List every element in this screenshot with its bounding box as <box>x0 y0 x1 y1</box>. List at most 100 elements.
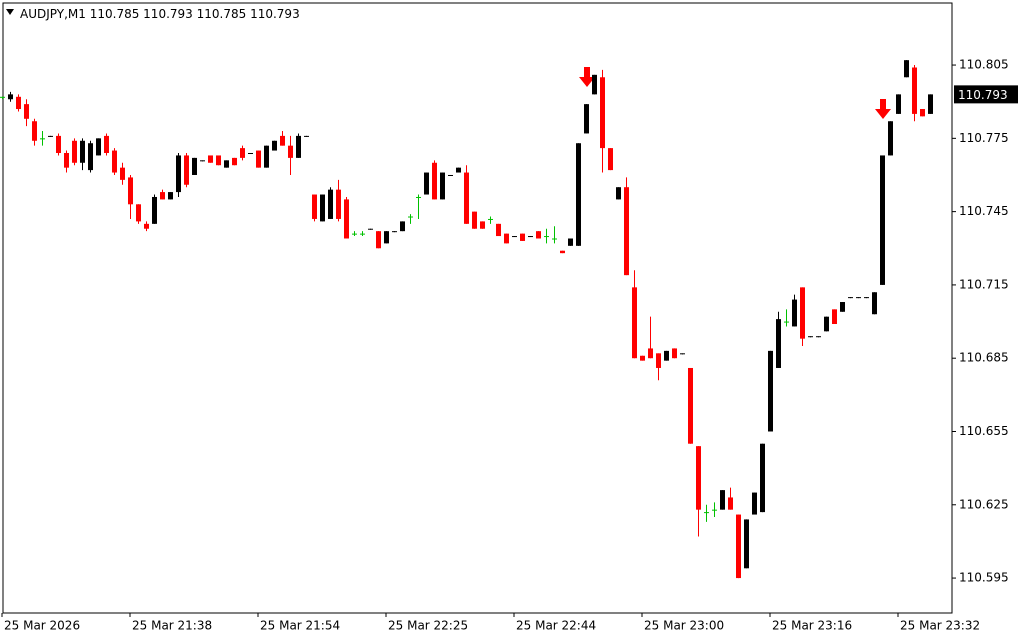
menu-triangle[interactable] <box>6 9 14 15</box>
header-open: 110.785 <box>90 7 140 21</box>
y-tick-label: 110.685 <box>959 351 1009 365</box>
candle-body <box>200 160 205 162</box>
candle-body <box>168 192 173 200</box>
candle-body <box>928 94 933 114</box>
candle-body <box>872 292 877 315</box>
candle-body <box>248 152 253 154</box>
candle-body <box>32 121 37 141</box>
candle-body <box>384 231 389 244</box>
candle-body <box>768 350 773 432</box>
candle-body <box>344 199 349 239</box>
x-tick-label: 25 Mar 2026 <box>4 619 80 633</box>
plot-frame <box>2 2 953 614</box>
candle-body <box>528 236 533 238</box>
candle-body <box>88 143 93 171</box>
candle-body <box>112 150 117 173</box>
candle-body <box>688 367 693 444</box>
candle-body <box>784 321 789 323</box>
x-tick-label: 25 Mar 23:16 <box>772 619 852 633</box>
candle-body <box>680 353 685 355</box>
candle-body <box>232 157 237 166</box>
candle-body <box>392 231 397 233</box>
candle-body <box>184 155 189 185</box>
candle-body <box>472 211 477 229</box>
candle-body <box>296 135 301 158</box>
candle-body <box>104 135 109 153</box>
candle-body <box>672 348 677 359</box>
candle-body <box>856 297 861 299</box>
candle-body <box>280 135 285 146</box>
candle-body <box>128 177 133 205</box>
candle-body <box>536 231 541 239</box>
candle-body <box>376 231 381 249</box>
candle-body <box>440 172 445 200</box>
candle-body <box>648 348 653 359</box>
candle-body <box>8 94 13 100</box>
candle-body <box>176 155 181 193</box>
candle-body <box>880 155 885 285</box>
candle-body <box>720 490 725 510</box>
candle-body <box>432 162 437 200</box>
candle-body <box>776 319 781 368</box>
x-tick-label: 25 Mar 21:38 <box>132 619 212 633</box>
candle-body <box>800 287 805 339</box>
candle-body <box>560 250 565 254</box>
header-low: 110.785 <box>197 7 247 21</box>
candle-body <box>552 238 557 240</box>
y-tick-label: 110.625 <box>959 497 1009 511</box>
candle-body <box>616 187 621 200</box>
candle-body <box>360 233 365 235</box>
candle-body <box>568 238 573 246</box>
chart-header: AUDJPY,M1 110.785 110.793 110.785 110.79… <box>20 7 300 21</box>
candle-body <box>352 233 357 235</box>
candle-body <box>64 152 69 168</box>
candle-body <box>224 160 229 168</box>
candle-body <box>464 172 469 224</box>
candle-body <box>264 145 269 168</box>
candle-body <box>160 192 165 200</box>
x-tick-label: 25 Mar 23:00 <box>644 619 724 633</box>
candle-body <box>272 140 277 151</box>
candle-body <box>408 216 413 218</box>
candle-body <box>664 350 669 361</box>
candle-body <box>120 167 125 180</box>
candle-body <box>544 236 549 238</box>
candle-body <box>24 104 29 119</box>
y-tick-label: 110.775 <box>959 131 1009 145</box>
candle-body <box>888 121 893 156</box>
candle-body <box>488 218 493 220</box>
candle-body <box>824 316 829 332</box>
candle-body <box>704 512 709 514</box>
candle-body <box>40 138 45 140</box>
candle-body <box>448 174 453 176</box>
candle-body <box>152 196 157 224</box>
candle-body <box>0 96 5 98</box>
header-high: 110.793 <box>143 7 193 21</box>
candle-body <box>592 74 597 95</box>
candle-body <box>312 194 317 219</box>
candle-body <box>632 287 637 359</box>
x-tick-label: 25 Mar 23:32 <box>900 619 980 633</box>
signal-arrow <box>579 67 595 87</box>
candle-body <box>792 299 797 327</box>
y-tick-label: 110.655 <box>959 424 1009 438</box>
candle-body <box>240 148 245 158</box>
candle-body <box>304 135 309 137</box>
candle-body <box>808 336 813 338</box>
candle-body <box>56 135 61 153</box>
candle-body <box>336 189 341 219</box>
candle-body <box>728 497 733 510</box>
candle-body <box>328 189 333 219</box>
candle-body <box>896 94 901 114</box>
candle-body <box>72 140 77 163</box>
candle-body <box>816 336 821 338</box>
candle-body <box>512 236 517 238</box>
candle-body <box>920 109 925 117</box>
candle-body <box>608 148 613 171</box>
candle-body <box>320 194 325 222</box>
candle-body <box>400 221 405 232</box>
candle-body <box>848 297 853 299</box>
candle-body <box>480 221 485 229</box>
candle-body <box>712 509 717 511</box>
